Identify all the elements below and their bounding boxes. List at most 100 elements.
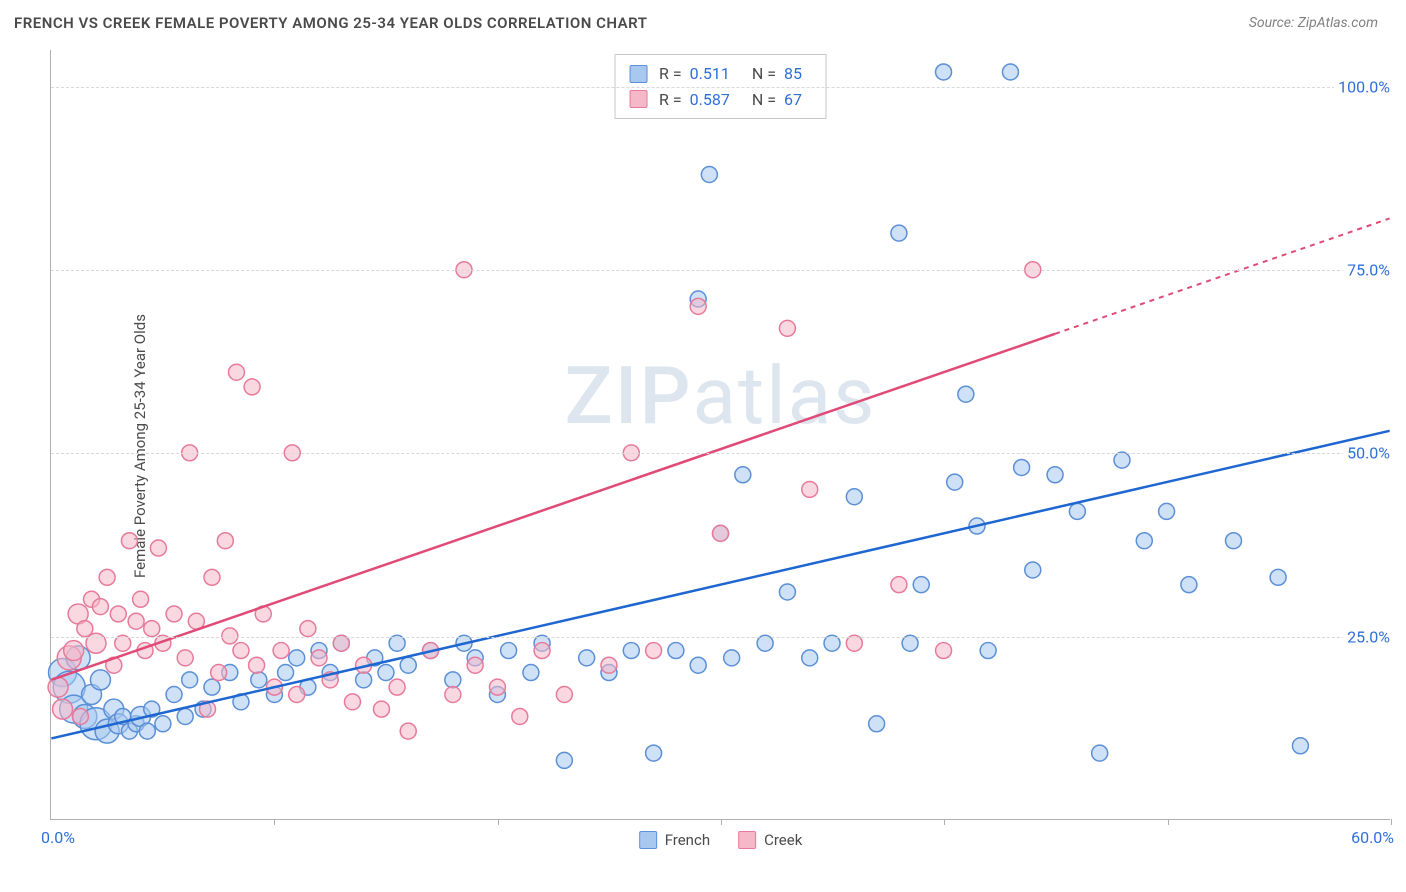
y-tick-label: 25.0% <box>1343 627 1394 646</box>
scatter-point <box>53 699 73 719</box>
gridline <box>51 453 1390 454</box>
scatter-point <box>779 584 795 600</box>
x-tick <box>274 819 275 825</box>
scatter-point <box>344 694 360 710</box>
scatter-point <box>92 599 108 615</box>
scatter-point <box>155 716 171 732</box>
scatter-point <box>249 657 265 673</box>
scatter-point <box>512 708 528 724</box>
scatter-point <box>891 577 907 593</box>
scatter-point <box>300 621 316 637</box>
scatter-point <box>389 679 405 695</box>
scatter-point <box>623 643 639 659</box>
scatter-point <box>523 665 539 681</box>
scatter-point <box>177 708 193 724</box>
scatter-svg <box>51 50 1390 819</box>
scatter-point <box>72 708 88 724</box>
scatter-point <box>1025 562 1041 578</box>
scatter-point <box>802 481 818 497</box>
r-value: 0.587 <box>690 87 730 113</box>
trend-line <box>51 334 1055 680</box>
scatter-point <box>701 167 717 183</box>
scatter-point <box>445 672 461 688</box>
scatter-point <box>646 745 662 761</box>
n-value: 85 <box>784 61 802 87</box>
x-tick <box>721 819 722 825</box>
scatter-point <box>356 672 372 688</box>
gridline <box>51 270 1390 271</box>
scatter-point <box>668 643 684 659</box>
scatter-point <box>278 665 294 681</box>
scatter-point <box>1181 577 1197 593</box>
scatter-point <box>273 643 289 659</box>
x-axis-min-label: 0.0% <box>41 828 75 847</box>
scatter-point <box>579 650 595 666</box>
r-label: R = <box>659 87 682 113</box>
scatter-point <box>947 474 963 490</box>
scatter-point <box>139 723 155 739</box>
scatter-point <box>802 650 818 666</box>
legend-swatch <box>629 90 647 108</box>
scatter-point <box>690 298 706 314</box>
scatter-point <box>400 723 416 739</box>
r-label: R = <box>659 61 682 87</box>
n-label: N = <box>752 61 776 87</box>
x-tick <box>1168 819 1169 825</box>
scatter-point <box>779 320 795 336</box>
scatter-point <box>445 687 461 703</box>
scatter-point <box>1159 503 1175 519</box>
scatter-point <box>177 650 193 666</box>
scatter-point <box>713 525 729 541</box>
scatter-point <box>204 569 220 585</box>
scatter-point <box>182 672 198 688</box>
scatter-point <box>690 657 706 673</box>
scatter-point <box>913 577 929 593</box>
legend-swatch <box>738 831 756 849</box>
scatter-point <box>1270 569 1286 585</box>
x-tick <box>498 819 499 825</box>
scatter-point <box>1292 738 1308 754</box>
scatter-point <box>289 687 305 703</box>
y-tick-label: 100.0% <box>1334 77 1394 96</box>
scatter-point <box>133 591 149 607</box>
scatter-point <box>48 677 68 697</box>
scatter-point <box>166 606 182 622</box>
chart-source: Source: ZipAtlas.com <box>1249 15 1378 31</box>
scatter-point <box>1114 452 1130 468</box>
scatter-point <box>1047 467 1063 483</box>
chart-plot-area: ZIPatlas R =0.511N =85R =0.587N =67 0.0%… <box>50 50 1390 820</box>
scatter-point <box>489 679 505 695</box>
scatter-point <box>289 650 305 666</box>
scatter-point <box>121 533 137 549</box>
y-tick-label: 50.0% <box>1343 444 1394 463</box>
legend-stats-row: R =0.511N =85 <box>629 61 812 87</box>
scatter-point <box>110 606 126 622</box>
scatter-point <box>64 641 84 661</box>
scatter-point <box>869 716 885 732</box>
scatter-point <box>244 379 260 395</box>
scatter-point <box>229 364 245 380</box>
scatter-point <box>846 489 862 505</box>
legend-label: Creek <box>764 831 802 849</box>
scatter-point <box>233 643 249 659</box>
scatter-point <box>211 665 227 681</box>
scatter-point <box>144 621 160 637</box>
scatter-point <box>150 540 166 556</box>
trend-line-dashed <box>1055 218 1390 333</box>
scatter-point <box>1226 533 1242 549</box>
scatter-point <box>646 643 662 659</box>
scatter-point <box>217 533 233 549</box>
scatter-point <box>1136 533 1152 549</box>
legend-stats-row: R = 0.587 N = 67 <box>629 87 812 113</box>
gridline <box>51 637 1390 638</box>
n-label: N = <box>752 87 776 113</box>
bottom-legend-item: Creek <box>738 831 802 849</box>
n-value: 67 <box>784 87 802 113</box>
scatter-point <box>1014 459 1030 475</box>
scatter-point <box>1069 503 1085 519</box>
scatter-point <box>556 687 572 703</box>
gridline <box>51 87 1390 88</box>
scatter-point <box>534 643 550 659</box>
scatter-point <box>891 225 907 241</box>
scatter-point <box>166 687 182 703</box>
